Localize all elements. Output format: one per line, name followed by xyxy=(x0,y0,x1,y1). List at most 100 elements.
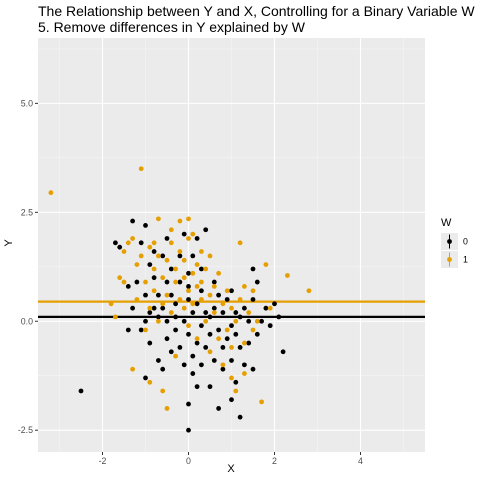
point-w1 xyxy=(138,166,144,172)
point-w1 xyxy=(224,327,230,333)
point-w0 xyxy=(168,349,174,355)
point-w1 xyxy=(216,336,222,342)
point-w0 xyxy=(250,297,256,302)
point-w0 xyxy=(229,358,234,363)
point-w0 xyxy=(216,327,222,333)
point-w0 xyxy=(229,397,234,403)
point-w1 xyxy=(194,262,200,268)
point-w0 xyxy=(130,305,136,311)
point-w1 xyxy=(181,275,187,281)
point-w0 xyxy=(237,314,243,320)
point-w0 xyxy=(134,279,140,285)
point-w1 xyxy=(233,318,239,324)
point-w0 xyxy=(259,318,264,324)
point-w1 xyxy=(134,262,140,268)
point-w0 xyxy=(160,366,166,372)
point-w1 xyxy=(207,292,213,298)
point-w1 xyxy=(177,218,183,224)
point-w0 xyxy=(151,249,157,254)
point-w0 xyxy=(203,345,209,350)
legend: W 0 1 xyxy=(441,217,468,268)
point-w0 xyxy=(203,310,209,315)
x-tick-label: 2 xyxy=(272,456,277,466)
point-w1 xyxy=(151,266,157,272)
point-w0 xyxy=(220,310,226,315)
y-axis-title: Y xyxy=(3,239,15,247)
point-w0 xyxy=(246,318,252,324)
point-w1 xyxy=(156,253,161,259)
point-w0 xyxy=(207,331,213,337)
point-w0 xyxy=(276,314,282,320)
point-w1 xyxy=(211,310,217,315)
point-w0 xyxy=(147,340,153,346)
point-w0 xyxy=(199,323,204,329)
point-w1 xyxy=(237,297,243,302)
point-w1 xyxy=(130,236,136,241)
point-w1 xyxy=(203,318,209,324)
point-w1 xyxy=(186,216,191,222)
point-w1 xyxy=(151,240,157,246)
point-w0 xyxy=(250,266,256,272)
point-w1 xyxy=(168,310,174,315)
group-mean-lines xyxy=(38,300,425,319)
point-w1 xyxy=(199,279,204,285)
point-w0 xyxy=(143,222,148,228)
point-w1 xyxy=(181,305,187,311)
point-w0 xyxy=(254,279,260,285)
point-w1 xyxy=(121,249,127,254)
point-w1 xyxy=(138,253,144,259)
point-w0 xyxy=(181,318,187,324)
point-w0 xyxy=(220,345,226,350)
point-w1 xyxy=(203,266,209,272)
point-w1 xyxy=(160,275,166,281)
y-tick-label: 2.5 xyxy=(21,207,33,217)
point-w0 xyxy=(151,305,157,311)
point-w1 xyxy=(147,379,153,385)
point-w0 xyxy=(186,284,191,289)
point-w1 xyxy=(194,336,200,342)
point-w1 xyxy=(285,273,290,278)
point-w1 xyxy=(164,257,170,263)
point-w1 xyxy=(186,323,191,329)
point-w1 xyxy=(199,249,204,254)
point-w0 xyxy=(186,427,191,433)
point-w1 xyxy=(168,227,174,233)
point-w0 xyxy=(138,240,144,246)
x-axis-ticks: -2 0 2 4 xyxy=(99,452,363,466)
point-w1 xyxy=(229,375,234,381)
point-w0 xyxy=(113,240,118,246)
point-w1 xyxy=(267,305,273,311)
point-w1 xyxy=(194,284,200,289)
point-w0 xyxy=(216,292,222,298)
point-w0 xyxy=(199,266,204,272)
point-w0 xyxy=(156,314,161,320)
point-w0 xyxy=(211,305,217,311)
point-w0 xyxy=(207,314,213,320)
point-w0 xyxy=(173,314,179,320)
point-w1 xyxy=(216,270,222,276)
point-w1 xyxy=(173,353,179,359)
point-w1 xyxy=(263,262,269,268)
point-w0 xyxy=(186,270,191,276)
legend-key-point xyxy=(447,257,452,262)
point-w0 xyxy=(168,266,174,272)
point-w1 xyxy=(242,284,247,289)
point-w1 xyxy=(156,318,161,324)
point-w1 xyxy=(242,371,247,376)
point-w0 xyxy=(147,310,153,315)
point-w1 xyxy=(207,253,213,259)
point-w0 xyxy=(164,236,170,241)
point-w0 xyxy=(207,384,213,390)
point-w0 xyxy=(242,362,247,368)
legend-label: 1 xyxy=(463,255,468,265)
point-w0 xyxy=(211,279,217,285)
point-w0 xyxy=(224,336,230,342)
point-w0 xyxy=(190,310,196,315)
point-w0 xyxy=(177,345,183,350)
point-w1 xyxy=(259,399,264,405)
point-w1 xyxy=(121,279,127,285)
point-w0 xyxy=(125,327,131,333)
y-tick-label: 5.0 xyxy=(21,98,33,108)
point-w1 xyxy=(164,292,170,298)
